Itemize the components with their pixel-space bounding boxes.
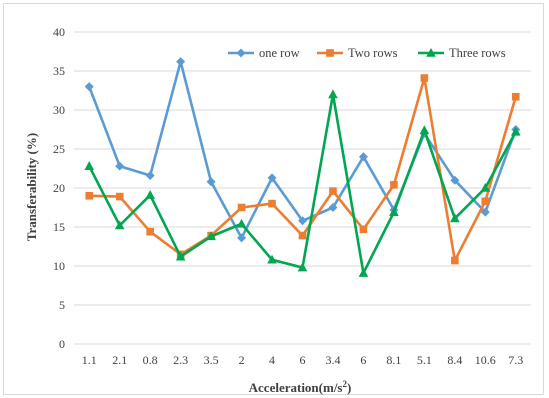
data-point-one-row bbox=[84, 82, 94, 92]
y-tick-labels: 0 5 10 15 20 25 30 35 40 bbox=[53, 25, 65, 351]
data-point-two-rows bbox=[359, 225, 368, 234]
data-point-two-rows bbox=[481, 197, 490, 206]
data-point-three-rows bbox=[236, 218, 247, 228]
x-tick-label: 5.1 bbox=[417, 353, 432, 367]
data-point-two-rows bbox=[511, 92, 520, 101]
x-axis-label: Acceleration(m/s2) bbox=[249, 379, 352, 395]
data-point-two-rows bbox=[85, 192, 94, 200]
x-tick-label: 8.4 bbox=[447, 353, 462, 367]
legend: one row Two rows Three rows bbox=[228, 46, 506, 60]
data-point-one-row bbox=[328, 203, 338, 212]
y-axis-label: Transferability (%) bbox=[24, 133, 39, 241]
y-tick-label: 10 bbox=[53, 259, 65, 273]
x-tick-label: 2.3 bbox=[173, 353, 188, 367]
series-two-rows bbox=[85, 74, 520, 265]
legend-item-two-rows: Two rows bbox=[317, 46, 398, 60]
y-tick-label: 0 bbox=[59, 337, 65, 351]
legend-marker bbox=[426, 48, 436, 57]
y-tick-label: 35 bbox=[53, 64, 65, 78]
data-point-three-rows bbox=[419, 125, 430, 135]
data-point-three-rows bbox=[450, 213, 460, 223]
x-tick-label: 3.4 bbox=[325, 353, 340, 367]
data-point-two-rows bbox=[298, 231, 307, 240]
y-tick-label: 30 bbox=[53, 103, 65, 117]
x-axis-label-sup: 2 bbox=[343, 379, 348, 389]
data-point-one-row bbox=[480, 207, 490, 217]
y-tick-label: 40 bbox=[53, 25, 65, 39]
x-tick-labels: 1.1 2.1 0.8 2.3 3.5 2 4 6 3.4 6 8.1 5.1 8.4 10.6 7.3 bbox=[82, 353, 524, 367]
data-point-two-rows bbox=[420, 74, 429, 82]
data-point-two-rows bbox=[451, 256, 459, 265]
data-point-one-row bbox=[358, 152, 368, 162]
legend-item-three-rows: Three rows bbox=[418, 46, 506, 60]
data-point-three-rows bbox=[480, 183, 491, 192]
legend-label: Two rows bbox=[348, 46, 398, 60]
data-point-two-rows bbox=[390, 181, 398, 189]
x-axis-label-main: Acceleration(m/s bbox=[249, 380, 343, 395]
data-point-three-rows bbox=[84, 161, 95, 170]
legend-label: one row bbox=[259, 46, 300, 60]
y-tick-label: 20 bbox=[53, 181, 65, 195]
x-tick-label: 8.1 bbox=[386, 353, 401, 367]
series-layer bbox=[84, 57, 521, 277]
x-tick-label: 2 bbox=[239, 353, 245, 367]
data-point-one-row bbox=[176, 57, 186, 67]
y-tick-label: 15 bbox=[53, 220, 65, 234]
legend-item-one-row: one row bbox=[228, 46, 300, 60]
data-point-one-row bbox=[206, 177, 216, 187]
data-point-two-rows bbox=[115, 192, 124, 201]
x-tick-label: 7.3 bbox=[508, 353, 523, 367]
x-tick-label: 1.1 bbox=[82, 353, 97, 367]
data-point-two-rows bbox=[268, 199, 276, 208]
x-tick-label: 0.8 bbox=[143, 353, 158, 367]
data-point-one-row bbox=[298, 216, 307, 226]
y-tick-label: 5 bbox=[59, 298, 65, 312]
y-tick-label: 25 bbox=[53, 142, 65, 156]
data-point-two-rows bbox=[146, 227, 154, 236]
x-tick-label: 3.5 bbox=[204, 353, 219, 367]
data-point-two-rows bbox=[329, 187, 337, 195]
x-tick-label: 6 bbox=[300, 353, 306, 367]
data-point-three-rows bbox=[297, 262, 308, 272]
gridlines bbox=[74, 31, 531, 345]
data-point-three-rows bbox=[206, 231, 216, 241]
x-tick-label: 4 bbox=[269, 353, 275, 367]
legend-label: Three rows bbox=[449, 46, 506, 60]
chart-frame bbox=[3, 3, 544, 395]
data-point-three-rows bbox=[389, 207, 399, 216]
data-point-one-row bbox=[145, 171, 155, 181]
x-axis-label-tail: ) bbox=[347, 380, 351, 395]
data-point-three-rows bbox=[114, 220, 125, 230]
data-point-one-row bbox=[267, 173, 277, 183]
data-point-one-row bbox=[450, 175, 460, 185]
data-point-two-rows bbox=[237, 203, 246, 212]
data-point-three-rows bbox=[510, 126, 521, 136]
data-point-one-row bbox=[237, 233, 247, 243]
legend-marker bbox=[326, 49, 334, 57]
x-tick-label: 6 bbox=[360, 353, 366, 367]
data-point-one-row bbox=[115, 161, 125, 171]
series-three-rows bbox=[84, 89, 521, 277]
data-point-three-rows bbox=[328, 89, 338, 99]
x-tick-label: 10.6 bbox=[475, 353, 496, 367]
x-tick-label: 2.1 bbox=[112, 353, 127, 367]
data-point-three-rows bbox=[358, 268, 369, 277]
data-point-three-rows bbox=[175, 251, 186, 261]
data-point-three-rows bbox=[145, 190, 155, 199]
data-point-three-rows bbox=[267, 254, 277, 264]
legend-marker bbox=[236, 48, 246, 58]
